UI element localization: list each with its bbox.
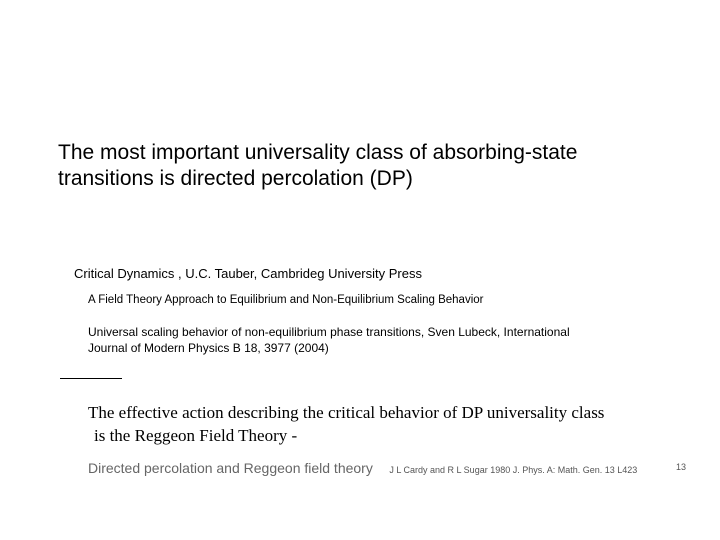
horizontal-rule: [60, 378, 122, 379]
footer-line: Directed percolation and Reggeon field t…: [88, 460, 688, 478]
page-number: 13: [676, 462, 686, 472]
body-text: The effective action describing the crit…: [88, 402, 698, 448]
heading-text: The most important universality class of…: [58, 140, 618, 193]
reference-3: Universal scaling behavior of non-equili…: [88, 324, 608, 356]
footer-citation: J L Cardy and R L Sugar 1980 J. Phys. A:…: [389, 465, 637, 475]
slide: The most important universality class of…: [0, 0, 720, 540]
footer-title: Directed percolation and Reggeon field t…: [88, 460, 373, 476]
body-line-2: is the Reggeon Field Theory -: [88, 425, 698, 448]
reference-2: A Field Theory Approach to Equilibrium a…: [88, 294, 483, 306]
body-line-1: The effective action describing the crit…: [88, 403, 604, 422]
reference-1: Critical Dynamics , U.C. Tauber, Cambrid…: [74, 266, 422, 281]
